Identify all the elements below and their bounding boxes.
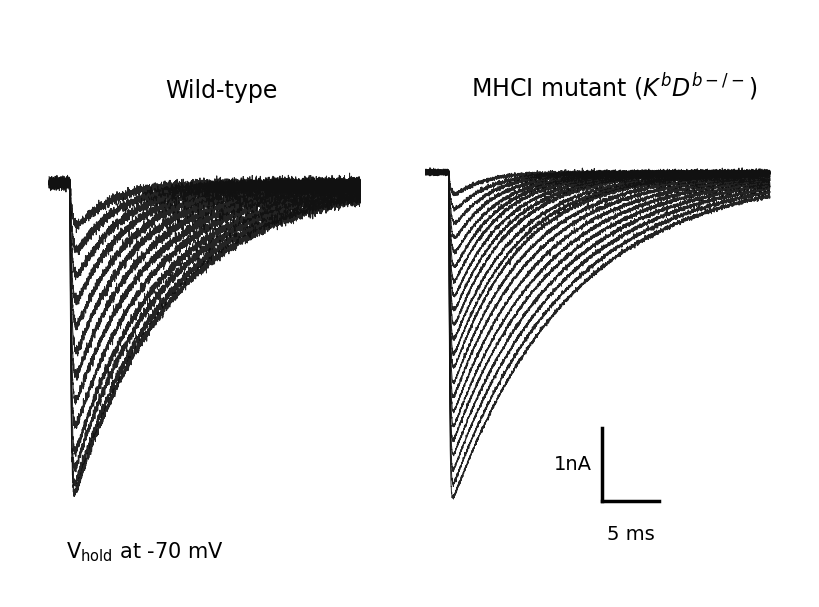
Text: 1nA: 1nA: [554, 455, 592, 474]
Text: MHCI mutant ($\mathit{K^bD^{b-/-}}$): MHCI mutant ($\mathit{K^bD^{b-/-}}$): [471, 72, 758, 103]
Text: Wild-type: Wild-type: [165, 79, 278, 103]
Text: 5 ms: 5 ms: [607, 525, 654, 544]
Text: V$_{\rm hold}$ at -70 mV: V$_{\rm hold}$ at -70 mV: [66, 541, 224, 564]
